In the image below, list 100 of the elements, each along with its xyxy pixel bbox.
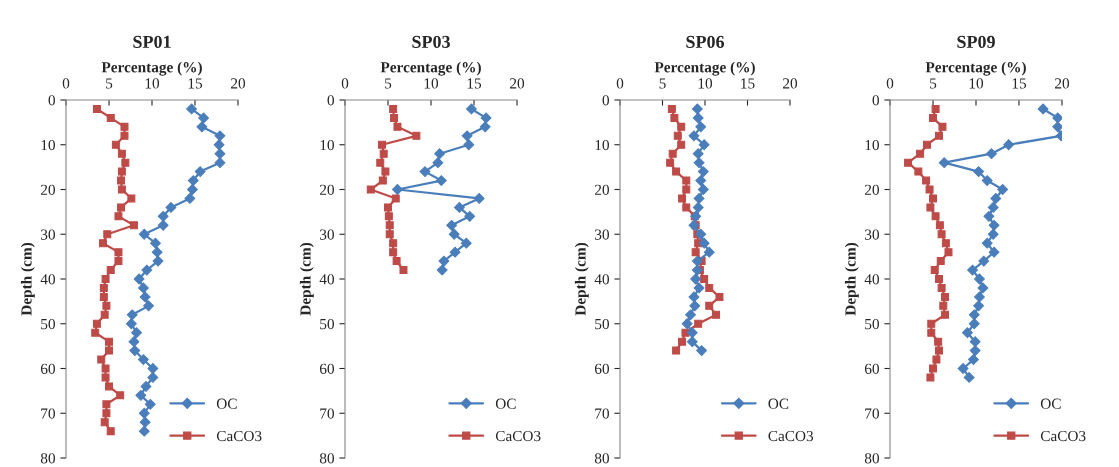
y-tick-label: 40 (319, 274, 334, 285)
legend-label: CaCO3 (216, 430, 262, 442)
x-tick-label: 20 (510, 78, 525, 89)
y-tick-label: 10 (41, 139, 55, 151)
point (102, 301, 111, 310)
y-tick-label: 0 (602, 95, 609, 106)
point (117, 203, 126, 212)
point (461, 130, 473, 142)
point (977, 282, 989, 294)
point (931, 212, 940, 221)
point (681, 318, 693, 330)
y-tick-label: 70 (865, 408, 879, 419)
point (105, 337, 113, 346)
point (904, 158, 913, 167)
point (1052, 121, 1062, 133)
x-tick-label: 0 (616, 78, 624, 89)
point (686, 336, 698, 348)
point (677, 140, 686, 149)
point (922, 176, 931, 185)
y-tick-label: 50 (595, 318, 609, 330)
point (391, 194, 400, 203)
point (453, 201, 465, 213)
point (698, 237, 710, 249)
point (700, 275, 709, 283)
point (184, 193, 196, 204)
y-tick-label: 20 (40, 184, 55, 195)
chart-title: SP09 (957, 35, 995, 48)
point (927, 328, 936, 337)
point (694, 319, 703, 328)
y-tick-label: 30 (595, 229, 609, 240)
point (682, 203, 691, 212)
y-axis-title: Depth (cm) (299, 242, 314, 316)
point (929, 194, 937, 203)
point (967, 264, 978, 276)
y-tick-label: 0 (327, 95, 334, 106)
point (99, 283, 108, 292)
point (678, 337, 687, 346)
point (697, 184, 709, 195)
point (150, 237, 161, 249)
point (691, 248, 700, 257)
point (111, 140, 120, 149)
point (963, 372, 975, 383)
point (389, 239, 398, 248)
point (935, 275, 944, 283)
point (974, 273, 985, 285)
x-tick-label: 15 (1012, 78, 1027, 89)
point (100, 418, 109, 427)
point (938, 122, 947, 131)
point (106, 113, 115, 122)
legend-label: CaCO3 (768, 430, 814, 442)
point (465, 103, 477, 115)
point (117, 167, 126, 176)
point (392, 184, 403, 195)
point (693, 282, 705, 294)
point (941, 292, 950, 301)
point (393, 122, 402, 131)
point (693, 157, 705, 169)
point (672, 346, 681, 355)
x-tick-label: 0 (62, 78, 70, 89)
point (935, 346, 944, 355)
point (378, 176, 387, 185)
point (147, 363, 159, 374)
point (114, 257, 123, 266)
point (981, 237, 993, 249)
point (151, 246, 163, 258)
point (1037, 103, 1049, 115)
point (137, 282, 149, 294)
y-axis-title: Depth (cm) (574, 242, 589, 316)
y-tick-label: 60 (319, 363, 334, 374)
point (969, 345, 981, 357)
point (92, 319, 101, 328)
y-tick-label: 30 (320, 229, 334, 240)
point (128, 336, 140, 348)
point (399, 266, 408, 275)
point (961, 327, 973, 339)
point (938, 157, 950, 169)
point (392, 257, 401, 266)
point (691, 255, 703, 267)
point (389, 248, 398, 257)
point (932, 355, 941, 364)
point (1052, 112, 1062, 124)
chart-title: SP06 (686, 35, 725, 48)
point (697, 166, 709, 178)
point (435, 175, 447, 186)
point (934, 337, 943, 346)
point (120, 131, 129, 140)
point (986, 148, 997, 160)
point (138, 407, 150, 419)
point (460, 237, 472, 249)
point (931, 104, 940, 113)
point (990, 193, 1002, 204)
y-tick-label: 40 (864, 274, 879, 285)
x-tick-label: 10 (424, 78, 439, 89)
point (214, 157, 226, 169)
point (695, 228, 707, 240)
point (981, 175, 993, 186)
point (106, 266, 115, 275)
y-tick-label: 20 (319, 184, 334, 195)
point (927, 319, 936, 328)
point (98, 239, 107, 248)
